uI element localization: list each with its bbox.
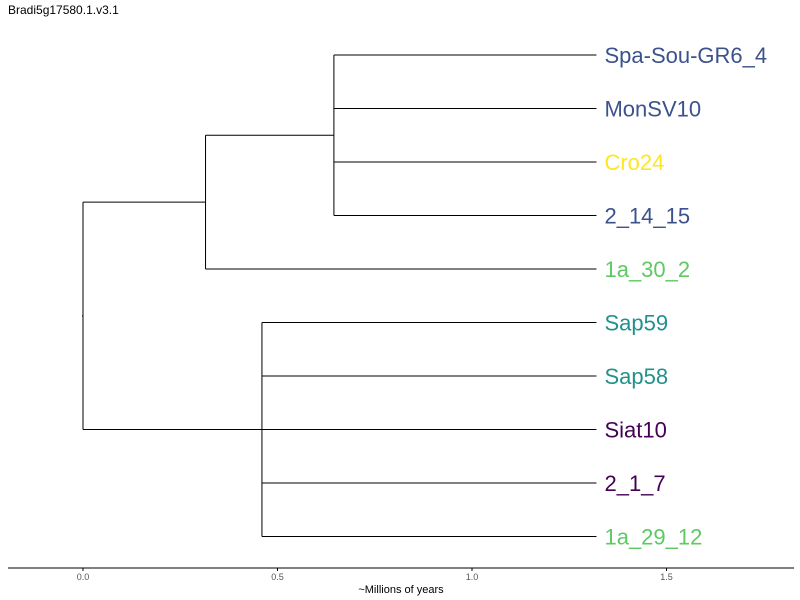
leaf-label: 2_14_15 <box>604 204 690 229</box>
leaf-label: 1a_29_12 <box>604 525 702 550</box>
leaf-labels: Spa-Sou-GR6_4 MonSV10 Cro24 2_14_15 1a_30_2 S… <box>604 43 767 550</box>
leaf-label: Sap58 <box>604 364 668 389</box>
leaf-label: MonSV10 <box>604 97 701 122</box>
x-axis-title: ~Millions of years <box>358 584 444 596</box>
leaf-label: 1a_30_2 <box>604 257 690 282</box>
tree-branches <box>82 54 597 537</box>
leaf-label: Siat10 <box>604 418 666 443</box>
x-tick-label: 1.5 <box>660 572 673 582</box>
leaf-label: Spa-Sou-GR6_4 <box>604 43 767 68</box>
leaf-label: 2_1_7 <box>604 471 665 496</box>
x-tick-label: 0.0 <box>77 572 90 582</box>
leaf-label: Cro24 <box>604 150 664 175</box>
x-tick-label: 1.0 <box>466 572 479 582</box>
x-axis-ticks: 0.0 0.5 1.0 1.5 <box>77 568 673 582</box>
leaf-label: Sap59 <box>604 311 668 336</box>
x-tick-label: 0.5 <box>271 572 284 582</box>
figure-title: Bradi5g17580.1.v3.1 <box>8 3 119 17</box>
